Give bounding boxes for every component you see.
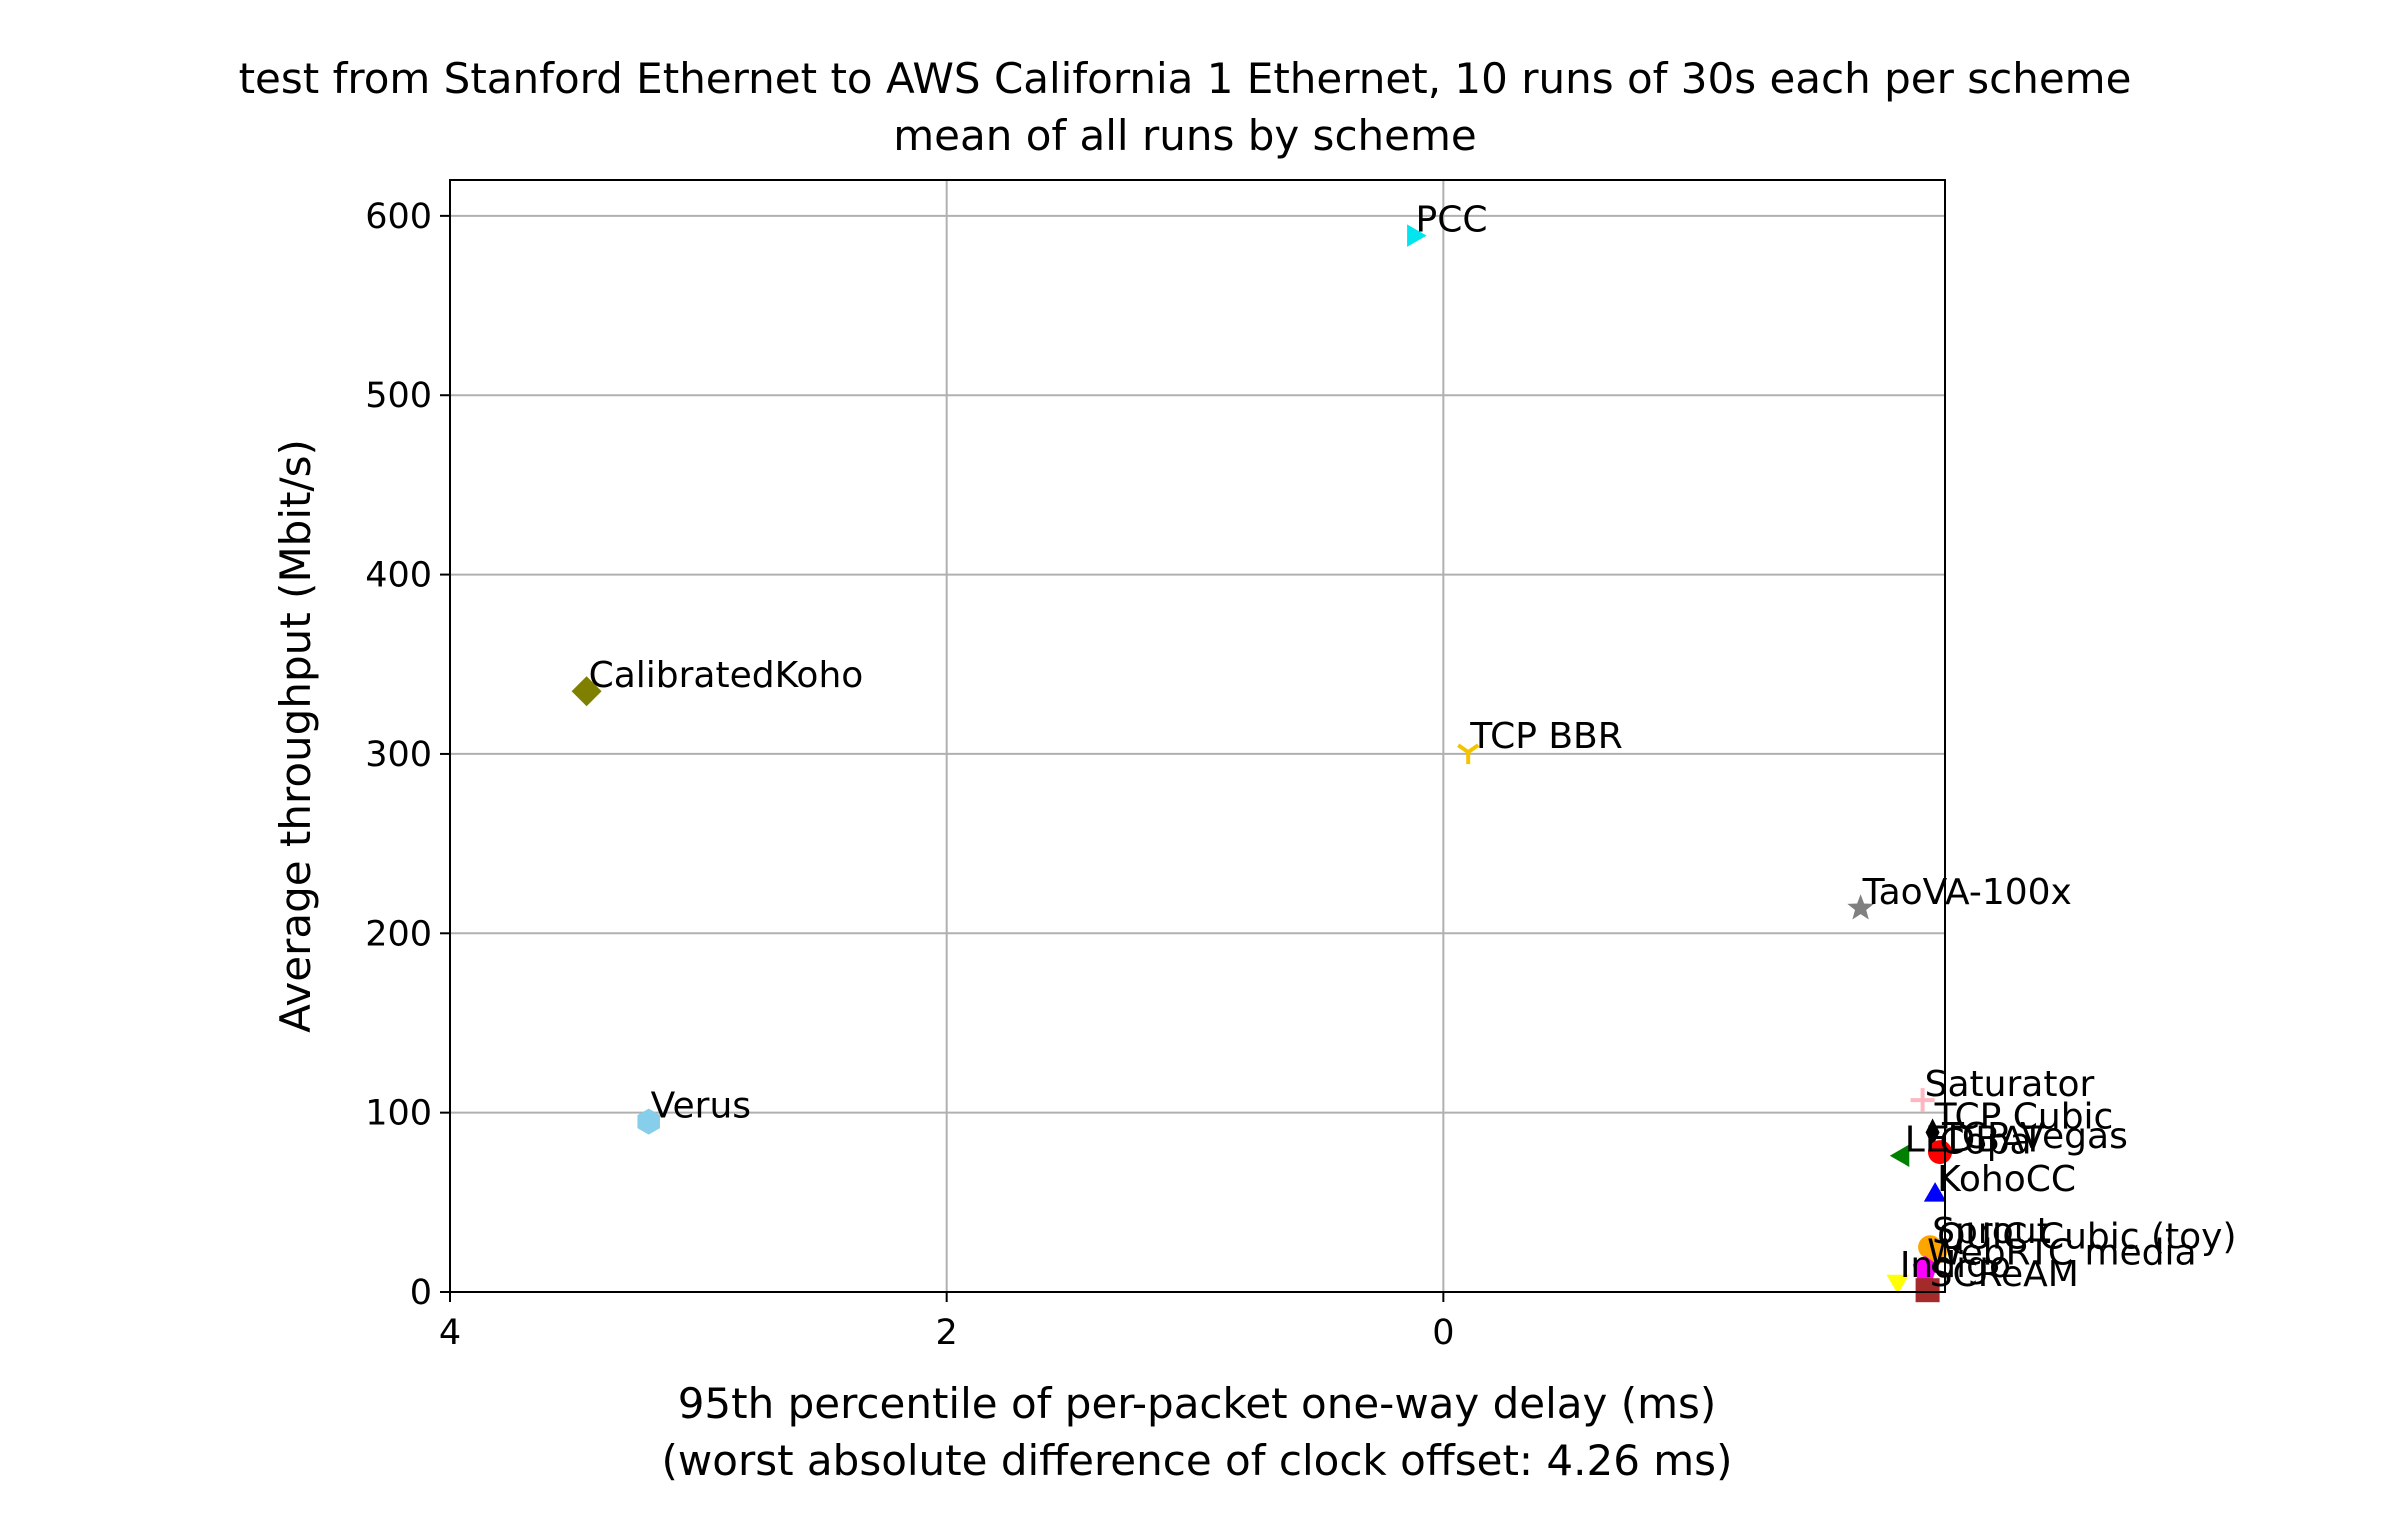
point-label-copa: Copa: [1940, 1121, 2032, 1162]
point-label-calibratedkoho: CalibratedKoho: [589, 655, 864, 696]
point-label-sprout: Sprout: [1932, 1211, 2051, 1252]
grid: [449, 180, 1945, 1293]
ticks: 0 100 200 300 400 500 600 4 2 0: [365, 197, 1454, 1353]
point-label-ledbat: LEDBAT: [1905, 1120, 2045, 1161]
y-tick-label: 600: [365, 197, 432, 237]
point-pcc: [1407, 224, 1427, 247]
point-label-pcc: PCC: [1416, 200, 1488, 241]
point-label-taova-100x: TaoVA-100x: [1862, 872, 2072, 913]
point-label-tcp-bbr: TCP BBR: [1469, 716, 1623, 757]
y-tick-label: 400: [365, 556, 432, 596]
point-label-tcp-vegas: TCP Vegas: [1941, 1116, 2128, 1157]
x-tick-label: 4: [439, 1313, 461, 1353]
point-label-indigo: Indigo: [1900, 1245, 2011, 1286]
point-tcp-cubic: [1925, 1118, 1940, 1147]
point-label-verus: Verus: [651, 1086, 751, 1127]
point-ledbat: [1889, 1144, 1910, 1167]
y-tick-label: 200: [365, 914, 432, 954]
point-label-tcp-cubic: TCP Cubic: [1934, 1096, 2114, 1137]
y-tick-label: 100: [365, 1094, 432, 1134]
y-tick-label: 300: [365, 735, 432, 775]
data-points: [571, 224, 1952, 1303]
point-label-kohocc: KohoCC: [1937, 1159, 2076, 1200]
point-quic-cubic-toy: [1923, 1240, 1948, 1265]
x-tick-label: 0: [1432, 1313, 1454, 1353]
point-indigo: [1886, 1274, 1910, 1295]
point-scream: [1915, 1278, 1940, 1303]
point-tcp-bbr: [1457, 743, 1480, 765]
point-label-saturator: Saturator: [1925, 1064, 2095, 1105]
chart-subtitle: mean of all runs by scheme: [893, 111, 1477, 160]
chart-title: test from Stanford Ethernet to AWS Calif…: [239, 54, 2132, 103]
x-axis-note: (worst absolute difference of clock offs…: [662, 1436, 1733, 1485]
plot-frame: [449, 179, 1946, 1293]
y-tick-label: 0: [410, 1273, 432, 1313]
point-verus: [637, 1108, 660, 1135]
x-tick-label: 2: [936, 1313, 958, 1353]
y-axis-label: Average throughput (Mbit/s): [271, 439, 320, 1033]
point-taova-100x: [1847, 894, 1874, 920]
point-label-quic-cubic-toy: QUIC Cubic (toy): [1937, 1217, 2236, 1258]
x-axis-label: 95th percentile of per-packet one-way de…: [678, 1379, 1717, 1428]
point-kohocc: [1923, 1182, 1947, 1202]
point-labels: PCC CalibratedKoho TCP BBR TaoVA-100x Verus S…: [589, 200, 2237, 1296]
point-label-webrtc-media: WebRTC media: [1927, 1233, 2196, 1274]
y-tick-label: 500: [365, 376, 432, 416]
point-label-scream: SCReAM: [1930, 1254, 2079, 1295]
point-calibratedkoho: [571, 676, 602, 707]
point-saturator: [1910, 1088, 1935, 1113]
point-webrtc-media: [1912, 1255, 1938, 1280]
